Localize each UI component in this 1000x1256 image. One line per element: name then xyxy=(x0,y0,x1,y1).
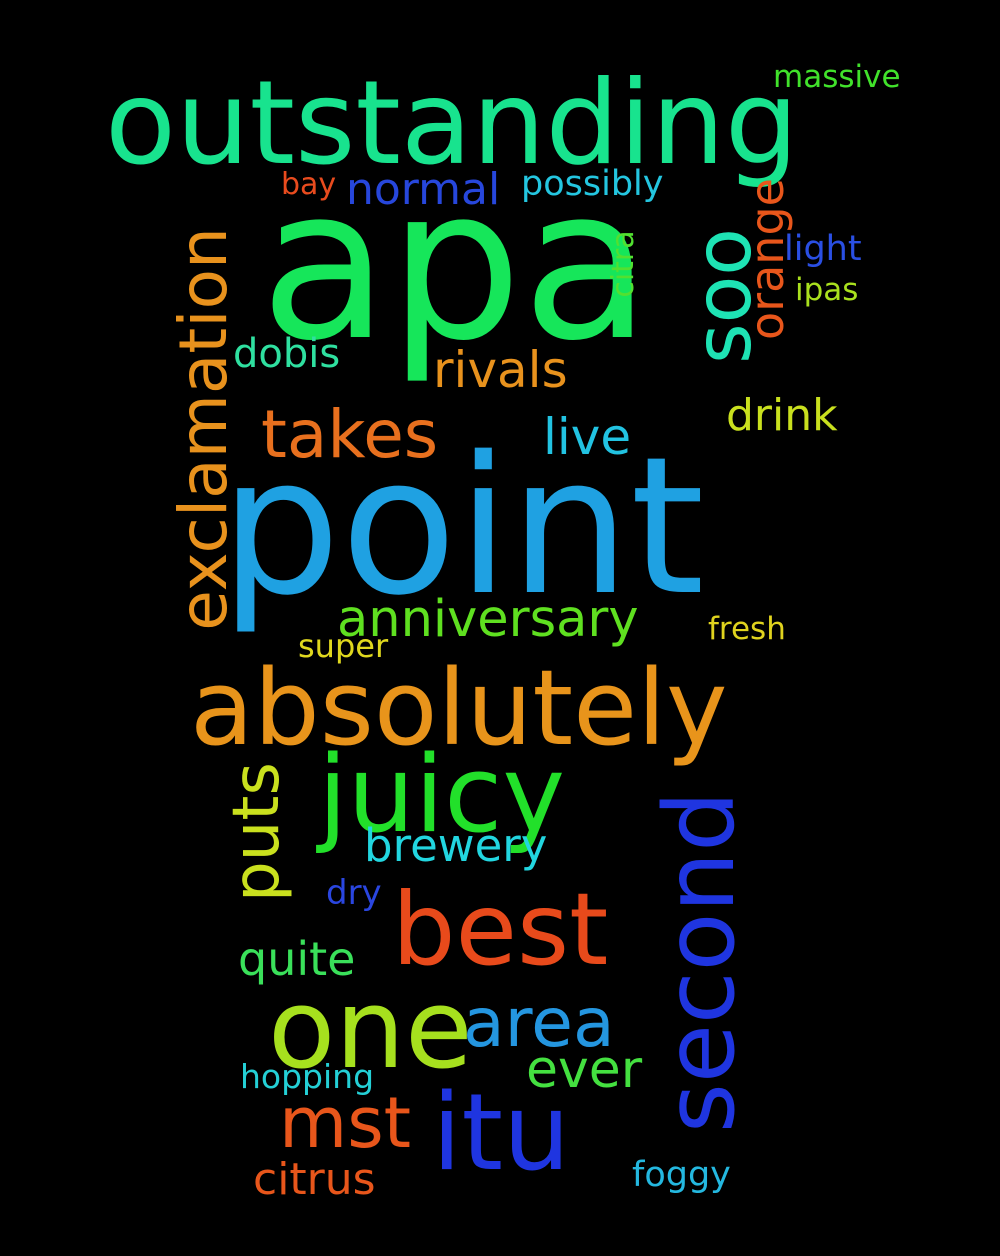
word-citrus: citrus xyxy=(253,1154,376,1205)
word-second: second xyxy=(644,790,756,1134)
word-absolutely: absolutely xyxy=(190,647,728,769)
word-possibly: possibly xyxy=(521,164,664,204)
word-light: light xyxy=(784,229,862,269)
word-point: point xyxy=(220,416,705,637)
word-apa: apa xyxy=(260,142,651,387)
word-best: best xyxy=(392,871,609,988)
word-massive: massive xyxy=(773,59,901,95)
word-area: area xyxy=(463,984,615,1063)
word-itu: itu xyxy=(432,1071,571,1194)
word-dobis: dobis xyxy=(233,331,341,377)
word-drink: drink xyxy=(726,390,838,441)
word-quite: quite xyxy=(238,932,356,986)
word-dry: dry xyxy=(326,873,382,913)
word-hopping: hopping xyxy=(240,1057,375,1096)
word-foggy: foggy xyxy=(632,1155,731,1195)
word-puts: puts xyxy=(220,762,294,902)
word-normal: normal xyxy=(346,164,501,215)
word-one: one xyxy=(268,965,473,1093)
word-ever: ever xyxy=(526,1040,643,1100)
word-anniversary: anniversary xyxy=(337,590,639,649)
word-fresh: fresh xyxy=(708,611,786,647)
word-live: live xyxy=(543,408,632,466)
word-bay: bay xyxy=(281,167,337,202)
word-ipas: ipas xyxy=(795,272,859,308)
word-super: super xyxy=(298,627,389,665)
word-outstanding: outstanding xyxy=(105,56,799,191)
word-juicy: juicy xyxy=(318,733,566,856)
word-citra: citra xyxy=(606,230,641,298)
word-brewery: brewery xyxy=(364,819,548,872)
word-takes: takes xyxy=(261,396,439,473)
word-rivals: rivals xyxy=(433,341,568,399)
word-mst: mst xyxy=(279,1082,412,1164)
